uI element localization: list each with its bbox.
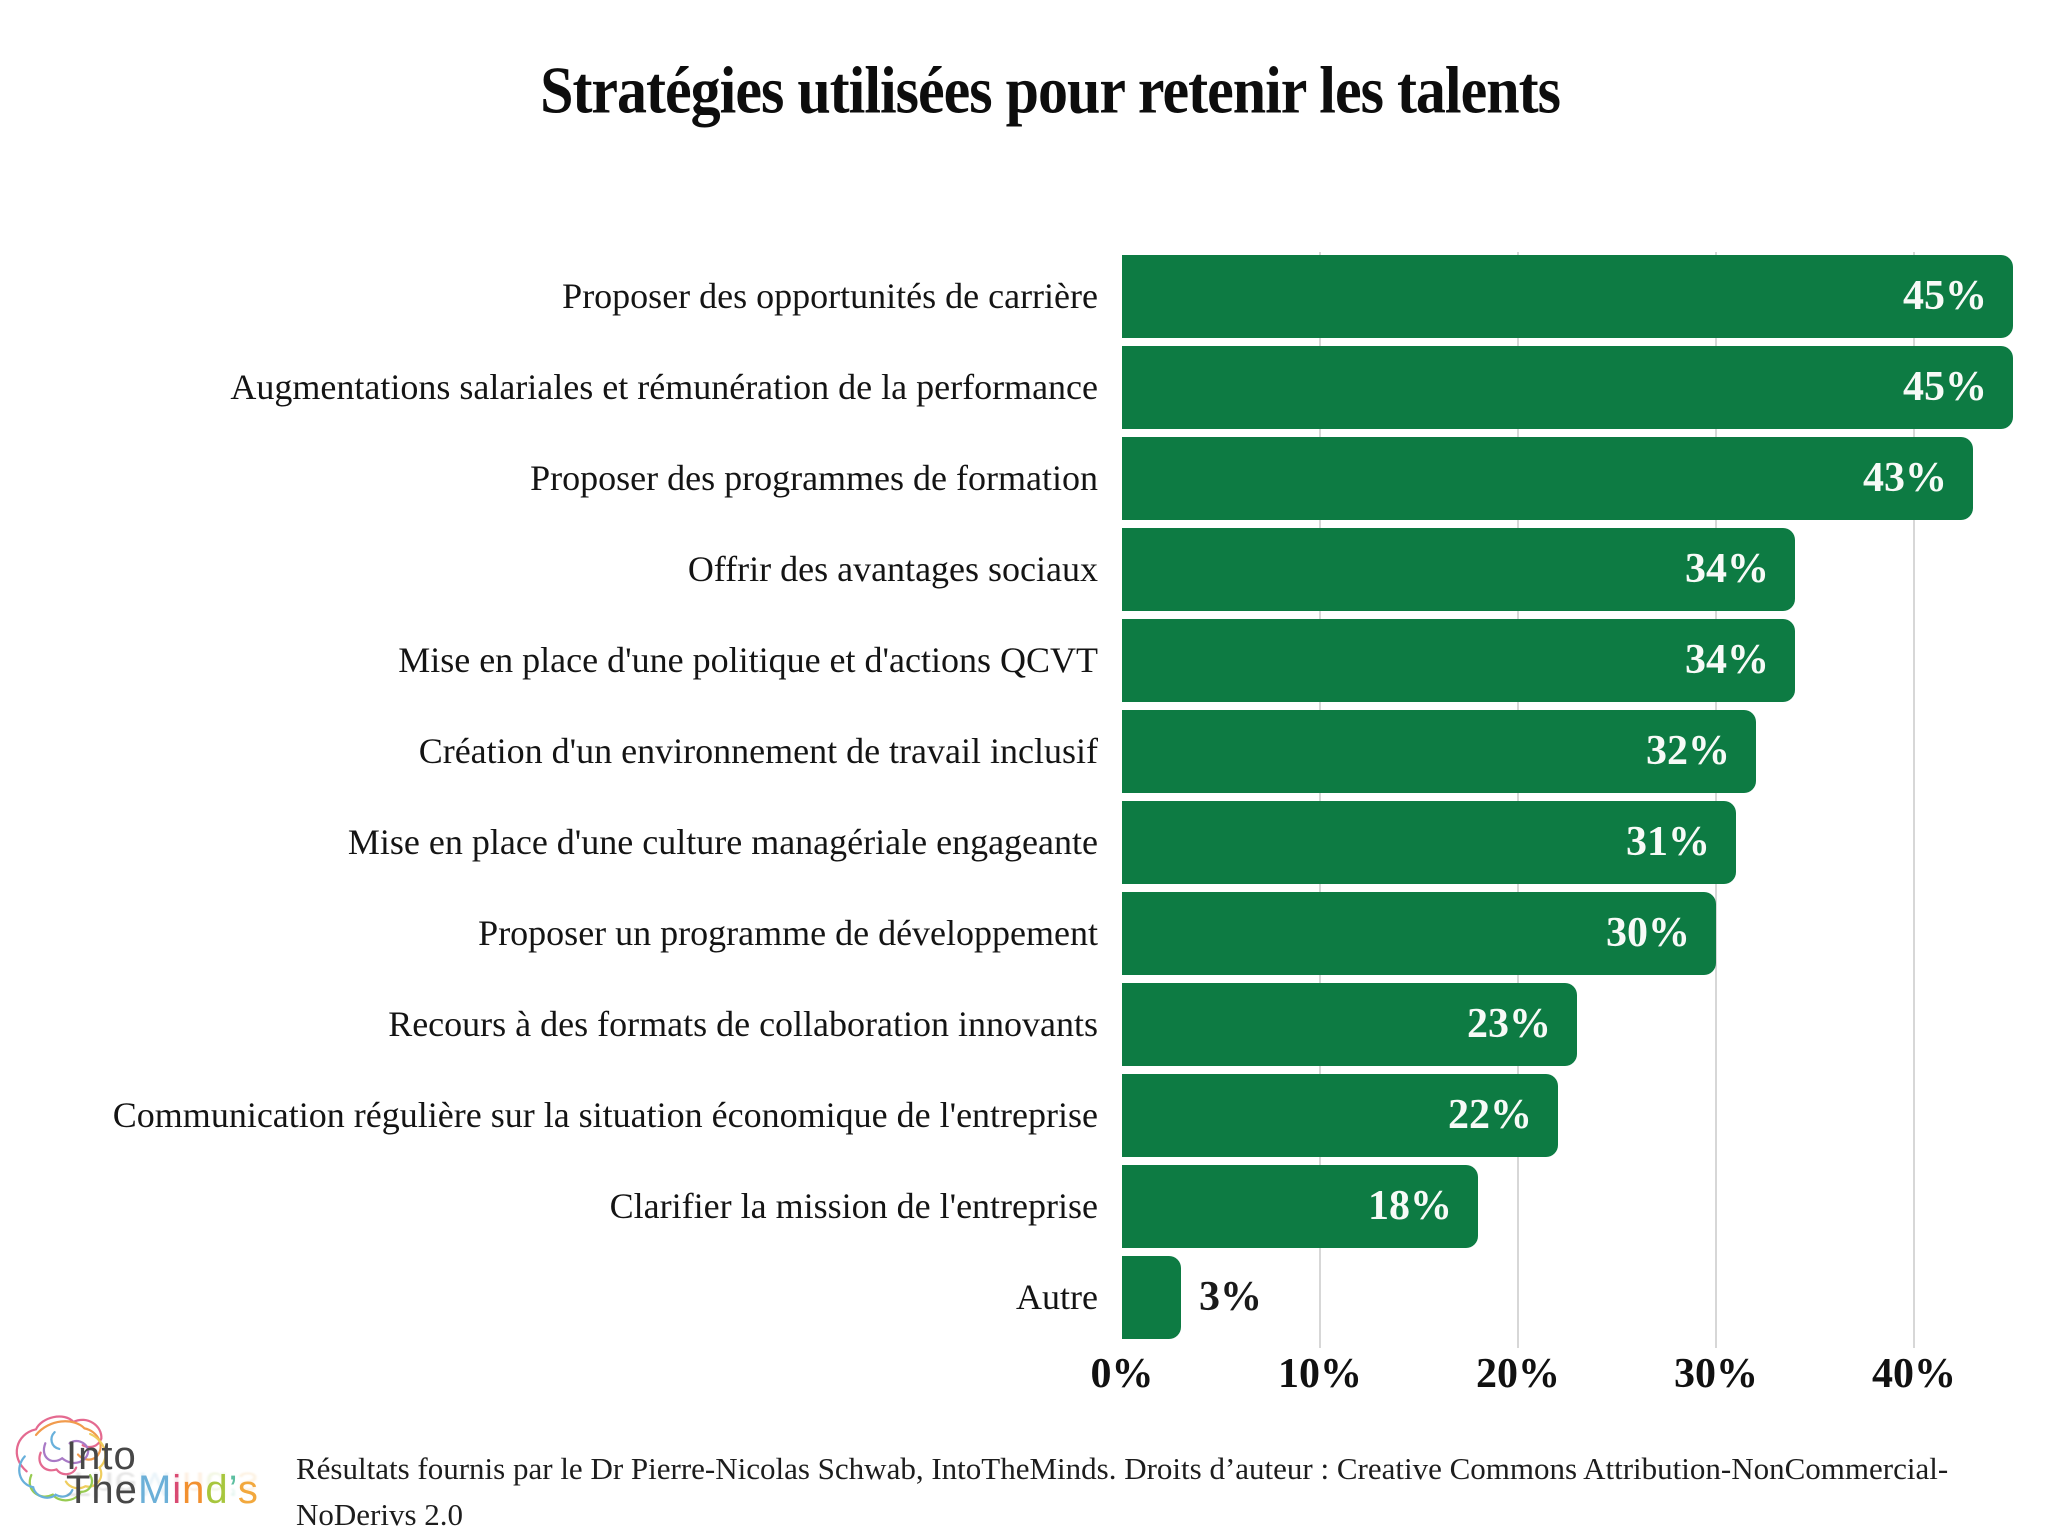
bar-label: Recours à des formats de collaboration i… [388,1004,1098,1044]
bar-label: Mise en place d'une politique et d'actio… [398,640,1098,680]
bar-value: 18% [1368,1183,1452,1229]
gridline [1517,252,1519,1348]
bar-value: 31% [1626,819,1710,865]
x-tick-label: 40% [1872,1351,1956,1397]
footer-note-line1: Résultats fournis par le Dr Pierre-Nicol… [296,1451,1949,1532]
logo-text-theminds: TheMind’s [66,1468,259,1513]
bar-label: Mise en place d'une culture managériale … [347,822,1098,862]
bar: 45% [1122,255,2013,338]
logo-letter: M [137,1468,173,1512]
bar-label: Proposer un programme de développement [478,913,1098,953]
logo-letter: ’ [228,1464,238,1502]
bar-label: Proposer des opportunités de carrière [562,276,1098,316]
bar-label: Offrir des avantages sociaux [687,549,1098,589]
logo-letter: s [237,1468,259,1512]
logo-letter: The [66,1468,138,1512]
logo-letter: s [237,1464,259,1502]
logo-letter: n [182,1464,206,1502]
bar: 34% [1122,619,1795,702]
bar-label: Augmentations salariales et rémunération… [230,367,1098,407]
x-tick-label: 10% [1278,1351,1362,1397]
bar-value: 45% [1903,273,1987,319]
bar-label: Proposer des programmes de formation [530,458,1098,498]
logo-letter: M [137,1464,173,1502]
bar-value: 22% [1448,1092,1532,1138]
bar: 23% [1122,983,1577,1066]
bar: 18% [1122,1165,1478,1248]
footer-note: Résultats fournis par le Dr Pierre-Nicol… [296,1446,2041,1536]
x-tick-label: 0% [1090,1351,1154,1397]
bar: 43% [1122,437,1973,520]
bar-value: 45% [1903,364,1987,410]
gridline [1913,252,1915,1348]
bar: 32% [1122,710,1756,793]
bar-label: Communication régulière sur la situation… [112,1095,1098,1135]
x-tick-label: 30% [1674,1351,1758,1397]
logo-letter: ’ [228,1468,238,1512]
brand-logo: Into TheMind’s TheMind’s [8,1398,298,1536]
gridline [1715,252,1717,1348]
bar-value: 23% [1467,1001,1551,1047]
bar: 22% [1122,1074,1558,1157]
bar-value: 3% [1199,1274,1262,1320]
bar: 31% [1122,801,1736,884]
bar-value: 34% [1685,546,1769,592]
logo-letter: d [205,1464,229,1502]
gridline [1319,252,1321,1348]
bar-value: 34% [1685,637,1769,683]
bar-label: Clarifier la mission de l'entreprise [609,1186,1098,1226]
logo-reflection: TheMind’s [66,1464,259,1502]
logo-letter: n [182,1468,206,1512]
bar-label: Création d'un environnement de travail i… [418,731,1098,771]
logo-letter: d [205,1468,229,1512]
logo-letter: The [66,1464,138,1502]
logo-letter: i [172,1464,183,1502]
bar: 34% [1122,528,1795,611]
bar-value: 30% [1606,910,1690,956]
logo-text-into: Into [66,1434,137,1478]
bar: 30% [1122,892,1716,975]
bar: 45% [1122,346,2013,429]
logo-letter: i [172,1468,183,1512]
bar-label: Autre [1016,1277,1098,1317]
x-tick-label: 20% [1476,1351,1560,1397]
bar-value: 43% [1863,455,1947,501]
page-title: Stratégies utilisées pour retenir les ta… [540,53,1561,128]
brain-icon [15,1415,107,1502]
bar-value: 32% [1646,728,1730,774]
bar [1122,1256,1181,1339]
